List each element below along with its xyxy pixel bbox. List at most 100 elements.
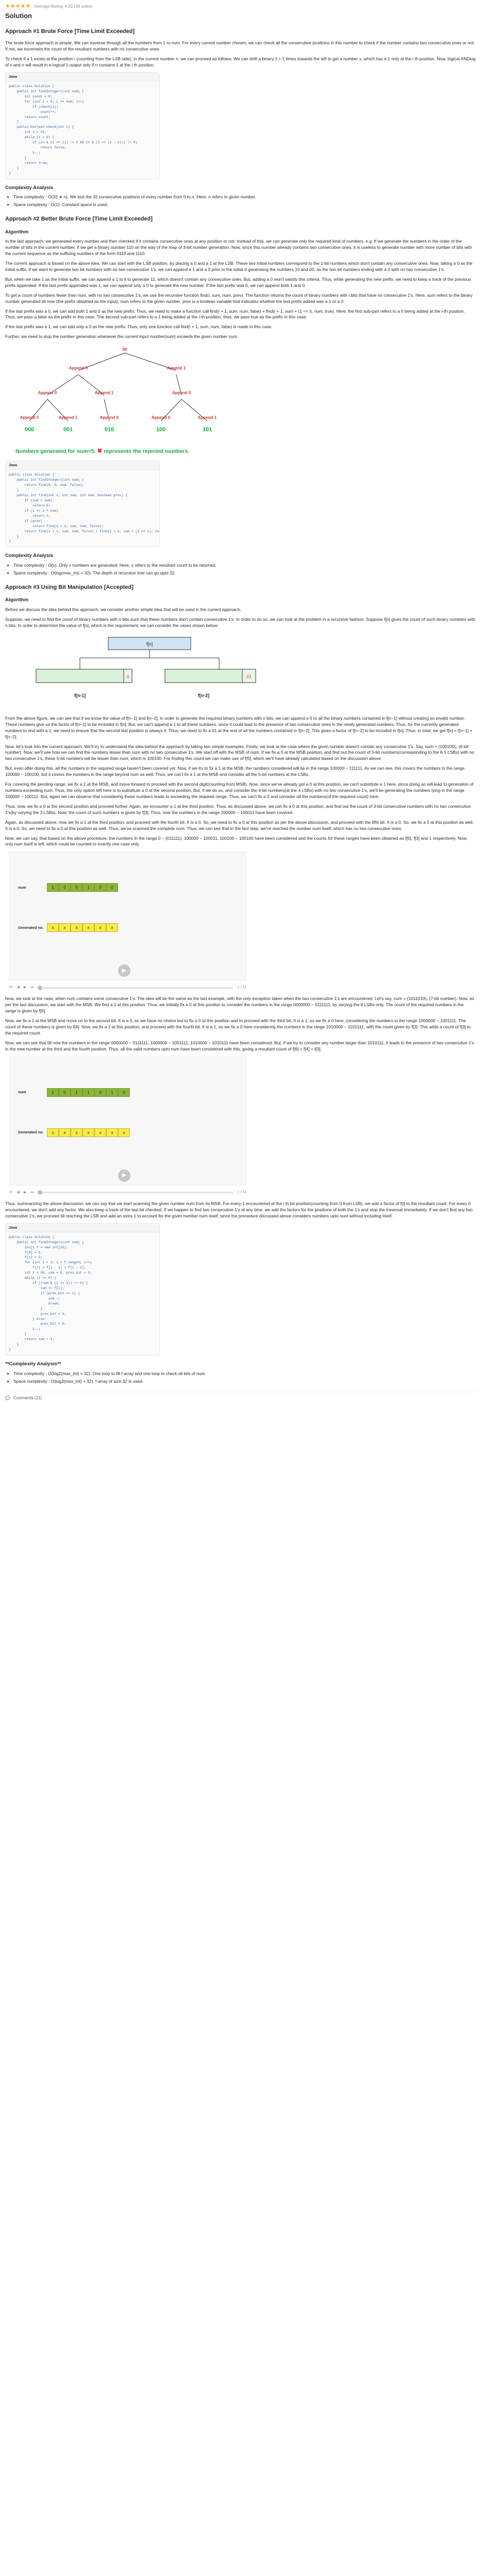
paragraph: Further, we need to stop the number gene… [5, 334, 239, 340]
fn-split-svg: f[n] 0 01 f[n-1] f[n-2] [36, 637, 256, 698]
approach-2-title: Approach #2 Better Brute Force [Time Lim… [5, 216, 153, 223]
prev-icon[interactable]: ◀ [16, 1190, 20, 1194]
tree-node: Append 0 [69, 366, 88, 370]
play-icon[interactable]: ▶ [118, 964, 130, 977]
code-block: Java public class Solution { public int … [5, 1223, 160, 1355]
first-icon[interactable]: ⏮ [9, 986, 13, 990]
next-icon[interactable]: ▶ [23, 1190, 27, 1194]
tree-node: Append 0 [38, 391, 57, 395]
bit-cell: x [71, 1128, 82, 1137]
recursion-tree-svg: 00 Append 0 Append 1 Append 0 Append 1 A… [20, 347, 217, 433]
bit-cell: x [59, 923, 71, 933]
approach-2: Approach #2 Better Brute Force [Time Lim… [5, 215, 476, 577]
tree-node: Append 1 [167, 366, 186, 370]
tree-node: Append 0 [100, 415, 119, 420]
anim-row-label: num [18, 885, 26, 890]
code-block: Java public class Solution { public int … [5, 72, 160, 179]
bit-cell: x [59, 1128, 71, 1137]
tree-root: 00 [123, 347, 127, 352]
paragraph: From the above figure, we can see that i… [5, 715, 473, 739]
complexity-list: Time complexity : O(x). Only x numbers a… [13, 563, 476, 577]
tree-node: Append 1 [95, 391, 114, 395]
slide-counter: 1 / 12 [237, 986, 246, 990]
slide-progress[interactable] [38, 985, 234, 990]
caption-tail: represents the rejected numbers. [104, 448, 190, 455]
slide-progress[interactable] [38, 1190, 234, 1195]
paragraph: To check if a 1 exists at the position i… [5, 56, 476, 67]
tree-leaf: 101 [203, 427, 212, 433]
tree-caption: Numbers generated for num=5. ✖ represent… [15, 447, 476, 455]
paragraph: But, even after doing this, all the numb… [5, 766, 465, 777]
paragraph: Now, we can see that till now the number… [5, 1040, 474, 1052]
approach-1: Approach #1 Brute Force [Time Limit Exce… [5, 28, 476, 208]
tree-node: Append 0 [152, 415, 171, 420]
complexity-item: Space complexity : O(log2(max_int) = 32)… [13, 1379, 476, 1385]
code-text: public class Solution { public int findI… [9, 1235, 92, 1352]
rating-average: Average Rating: 4.82 (39 votes) [34, 4, 93, 9]
algorithm-heading: Algorithm [5, 229, 29, 235]
bit-cell: x [82, 923, 94, 933]
next-icon[interactable]: ▶ [23, 986, 27, 990]
play-icon[interactable]: ▶ [118, 1169, 130, 1182]
code-block: Java public class Solution { public int … [5, 461, 160, 548]
paragraph: Suppose, we need to find the count of bi… [5, 616, 475, 628]
reject-mark-icon: ✖ [97, 447, 103, 455]
complexity-item: Time complexity : O(x). Only x numbers a… [13, 563, 476, 569]
tree-leaf: 010 [105, 427, 114, 433]
tab-java[interactable]: Java [9, 463, 17, 468]
paragraph: In the last approach, we generated every… [5, 239, 472, 257]
tab-java[interactable]: Java [9, 74, 17, 79]
bit-cell: x [82, 1128, 94, 1137]
paragraph: But, when we take 1 as the initial suffi… [5, 276, 471, 288]
last-icon[interactable]: ⏭ [30, 986, 34, 990]
anim-row-label: num [18, 1090, 26, 1095]
comments-footer[interactable]: 💬 Comments (21) [5, 1392, 476, 1401]
fn-right-bits: 01 [247, 674, 252, 679]
anim-row-label: Generated no. [18, 1130, 44, 1135]
bit-cell: x [118, 1128, 130, 1137]
paragraph: For covering the pending range, we fix a… [5, 782, 474, 799]
bit-cell: x [71, 923, 82, 933]
code-tabs: Java [6, 461, 159, 470]
rating-stars[interactable]: ★★★★★ [5, 3, 31, 9]
tree-node: Append 1 [59, 415, 78, 420]
tab-java[interactable]: Java [9, 1225, 17, 1230]
animation-slide-1: num 1 0 0 1 0 0 Generated no. x x x x x … [9, 852, 246, 981]
bit-cell: x [106, 923, 118, 933]
slide-controls: ⏮ ◀ ▶ ⏭ 1 / 14 [9, 1189, 246, 1197]
last-icon[interactable]: ⏭ [30, 1190, 34, 1194]
paragraph: Again, as discussed above, now we fix a … [5, 819, 474, 831]
slide-knob[interactable] [38, 985, 43, 990]
bit-cell: 1 [82, 883, 94, 892]
slide-knob[interactable] [38, 1190, 43, 1195]
page-title: Solution [5, 12, 32, 20]
bit-cell: 1 [82, 1088, 94, 1097]
fn-right-label: f[n-2] [198, 693, 210, 698]
bit-cell: 0 [94, 1088, 106, 1097]
bit-cell: 0 [71, 883, 82, 892]
bit-cell: 0 [118, 1088, 130, 1097]
prev-icon[interactable]: ◀ [16, 986, 20, 990]
paragraph: Now, we can say, that based on the above… [5, 835, 468, 847]
recursion-tree-diagram: 00 Append 0 Append 1 Append 0 Append 1 A… [11, 344, 238, 445]
caption-text: Numbers generated for num=5. [15, 448, 96, 455]
tree-node: Append 0 [20, 415, 39, 420]
comment-icon: 💬 [5, 1396, 10, 1401]
tree-leaf: 100 [156, 427, 165, 433]
algorithm-heading: Algorithm [5, 597, 29, 603]
fn-split-diagram: f[n] 0 01 f[n-1] f[n-2] [31, 633, 268, 710]
paragraph: Before we discuss the idea behind this a… [5, 607, 242, 613]
paragraph: Thus, summarizing the above discussion, … [5, 1200, 473, 1218]
code-tabs: Java [6, 1223, 159, 1232]
complexity-title: Complexity Analysis [5, 184, 54, 191]
bit-cell: 0 [59, 1088, 71, 1097]
bit-cell: 0 [59, 883, 71, 892]
rating: ★★★★★ Average Rating: 4.82 (39 votes) [5, 3, 476, 9]
first-icon[interactable]: ⏮ [9, 1190, 13, 1194]
slide-counter: 1 / 14 [237, 1190, 246, 1194]
anim-row-label: Generated no. [18, 925, 44, 930]
code-text: public class Solution { public int findI… [9, 473, 159, 544]
approach-1-title: Approach #1 Brute Force [Time Limit Exce… [5, 28, 135, 35]
comments-count[interactable]: Comments (21) [13, 1396, 42, 1401]
code-tabs: Java [6, 72, 159, 81]
